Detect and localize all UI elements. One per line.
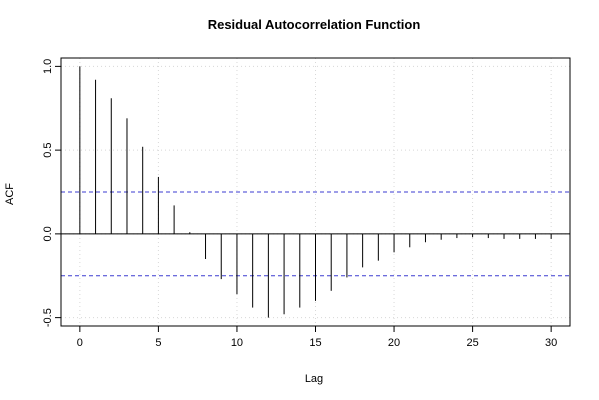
x-tick-label-3: 15: [309, 337, 321, 349]
y-tick-label-3: 1.0: [42, 59, 54, 74]
x-axis-label: Lag: [305, 373, 323, 385]
x-tick-label-6: 30: [545, 337, 557, 349]
x-tick-label-0: 0: [77, 337, 83, 349]
x-tick-label-4: 20: [388, 337, 400, 349]
x-tick-label-1: 5: [155, 337, 161, 349]
x-tick-label-2: 10: [231, 337, 243, 349]
y-axis-label: ACF: [4, 183, 16, 205]
y-tick-label-0: -0.5: [42, 308, 54, 327]
y-tick-label-2: 0.5: [42, 142, 54, 157]
x-axis: 0 5 10 15 20 25 30: [77, 326, 557, 349]
y-axis: -0.5 0.0 0.5 1.0: [42, 59, 61, 327]
x-tick-label-5: 25: [466, 337, 478, 349]
chart-title: Residual Autocorrelation Function: [208, 17, 421, 32]
y-tick-label-1: 0.0: [42, 226, 54, 241]
acf-spikes: [79, 66, 552, 318]
